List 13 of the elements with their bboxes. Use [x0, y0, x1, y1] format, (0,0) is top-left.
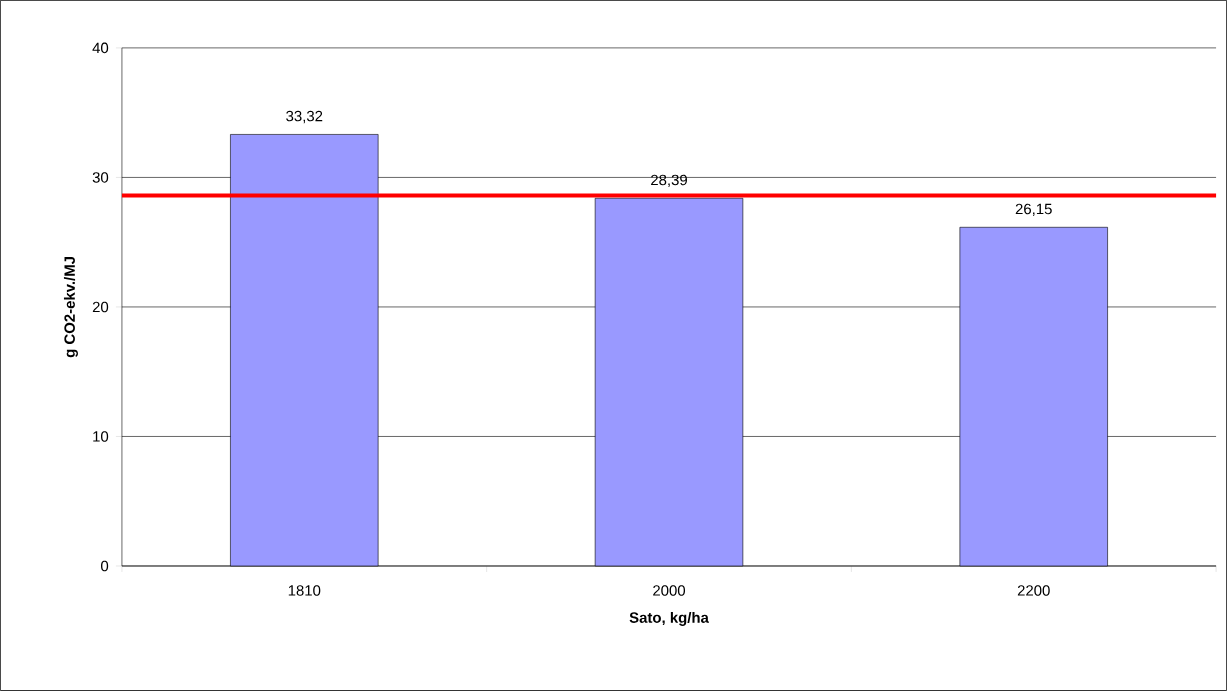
data-label: 33,32 [286, 110, 323, 124]
x-tick-label: 2200 [1017, 585, 1050, 596]
y-tick-label: 40 [92, 42, 109, 54]
data-label: 28,39 [651, 174, 687, 188]
x-axis-title: Sato, kg/ha [629, 611, 709, 626]
x-tick-label: 1810 [288, 585, 321, 596]
data-label: 26,15 [1015, 203, 1052, 217]
y-tick-label: 0 [101, 560, 109, 572]
y-tick-label: 10 [93, 431, 109, 442]
y-axis-title: g CO2-ekv./MJ [63, 257, 78, 358]
y-tick-label: 30 [92, 172, 109, 183]
x-tick-label: 2000 [653, 585, 686, 596]
y-tick-label: 20 [92, 301, 109, 313]
